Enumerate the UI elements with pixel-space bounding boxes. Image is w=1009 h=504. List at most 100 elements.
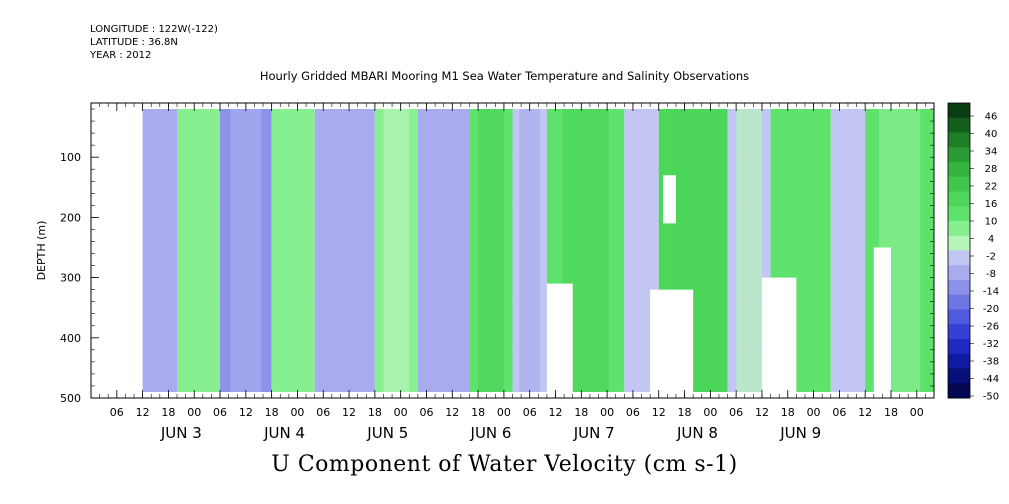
- year-label: YEAR : 2012: [90, 50, 152, 61]
- data-cell: [230, 344, 262, 392]
- x-tick-label: 12: [652, 406, 666, 419]
- y-tick-label: 400: [60, 332, 81, 345]
- colorbar-swatch: [948, 265, 970, 281]
- x-tick-label: 06: [316, 406, 330, 419]
- x-tick-label: 06: [110, 406, 124, 419]
- data-cell: [519, 250, 541, 298]
- colorbar-label: -50: [983, 392, 999, 403]
- y-axis-label: DEPTH (m): [35, 221, 48, 281]
- data-cell: [782, 156, 819, 204]
- x-tick-label: 00: [807, 406, 821, 419]
- data-cell: [631, 250, 652, 298]
- data-cell: [519, 156, 541, 204]
- x-tick-label: 00: [600, 406, 614, 419]
- data-cell: [326, 297, 363, 345]
- data-cell: [230, 109, 262, 157]
- x-tick-label: 18: [368, 406, 382, 419]
- data-cell: [383, 156, 410, 204]
- data-cell: [326, 344, 363, 392]
- data-cell: [230, 203, 262, 251]
- colorbar-label: 4: [988, 234, 994, 245]
- data-cell: [736, 344, 762, 392]
- colorbar-label: 16: [985, 199, 998, 210]
- x-tick-label: 18: [471, 406, 485, 419]
- latitude-label: LATITUDE : 36.8N: [90, 37, 178, 48]
- data-cell: [672, 203, 714, 251]
- data-cell: [562, 109, 609, 157]
- data-cell: [383, 203, 410, 251]
- data-cell: [326, 109, 363, 157]
- data-cell: [280, 297, 307, 345]
- data-cell: [383, 344, 410, 392]
- data-cell: [736, 156, 762, 204]
- x-tick-label: 00: [703, 406, 717, 419]
- data-cell: [782, 109, 819, 157]
- data-cell: [280, 250, 307, 298]
- data-cell: [149, 344, 171, 392]
- data-cell: [478, 297, 504, 345]
- colorbar-swatch: [948, 309, 970, 325]
- x-day-label: JUN 3: [160, 424, 202, 442]
- data-cell: [280, 156, 307, 204]
- data-cell: [631, 297, 652, 345]
- missing-data-gap: [873, 247, 891, 392]
- x-tick-label: 00: [910, 406, 924, 419]
- x-day-label: JUN 6: [470, 424, 512, 442]
- colorbar-swatch: [948, 162, 970, 178]
- colorbar-label: -2: [986, 252, 996, 263]
- missing-data-gap: [663, 175, 676, 224]
- colorbar-label: 46: [985, 112, 998, 123]
- colorbar-swatch: [948, 250, 970, 266]
- data-cell: [149, 297, 171, 345]
- colorbar-label: 10: [985, 217, 998, 228]
- missing-data-gap: [761, 277, 797, 392]
- chart-title: Hourly Gridded MBARI Mooring M1 Sea Wate…: [259, 69, 750, 83]
- data-cell: [837, 109, 859, 157]
- colorbar-swatch: [948, 294, 970, 310]
- data-cell: [428, 156, 460, 204]
- colorbar-label: -14: [983, 287, 999, 298]
- data-cell: [519, 344, 541, 392]
- data-cell: [280, 109, 307, 157]
- colorbar-label: 34: [985, 147, 998, 158]
- colorbar-swatch: [948, 176, 970, 192]
- missing-data-gap: [546, 283, 573, 392]
- data-cell: [185, 344, 212, 392]
- x-day-label: JUN 4: [263, 424, 305, 442]
- x-tick-label: 06: [213, 406, 227, 419]
- colorbar-label: 40: [985, 129, 998, 140]
- x-tick-label: 06: [626, 406, 640, 419]
- data-cell: [478, 250, 504, 298]
- data-cell: [149, 250, 171, 298]
- x-tick-label: 06: [523, 406, 537, 419]
- missing-data-gap: [650, 289, 694, 392]
- data-cell: [149, 156, 171, 204]
- data-cell: [428, 344, 460, 392]
- data-cell: [383, 297, 410, 345]
- colorbar-frame: [947, 102, 971, 399]
- data-cell: [631, 344, 652, 392]
- x-tick-label: 06: [832, 406, 846, 419]
- x-tick-label: 12: [342, 406, 356, 419]
- longitude-label: LONGITUDE : 122W(-122): [90, 24, 218, 35]
- data-cell: [428, 109, 460, 157]
- x-day-label: JUN 5: [366, 424, 408, 442]
- data-cell: [837, 203, 859, 251]
- data-cell: [326, 156, 363, 204]
- data-cell: [519, 297, 541, 345]
- data-cell: [878, 109, 921, 157]
- colorbar-label: -38: [983, 357, 999, 368]
- data-cell: [383, 250, 410, 298]
- x-tick-label: 18: [161, 406, 175, 419]
- colorbar-label: 22: [985, 182, 998, 193]
- data-cell: [562, 203, 609, 251]
- x-tick-label: 12: [239, 406, 253, 419]
- data-cell: [428, 250, 460, 298]
- x-tick-label: 12: [136, 406, 150, 419]
- x-tick-label: 12: [755, 406, 769, 419]
- data-cell: [837, 250, 859, 298]
- colorbar-label: -8: [986, 269, 996, 280]
- colorbar-label: -20: [983, 304, 999, 315]
- y-tick-label: 100: [60, 151, 81, 164]
